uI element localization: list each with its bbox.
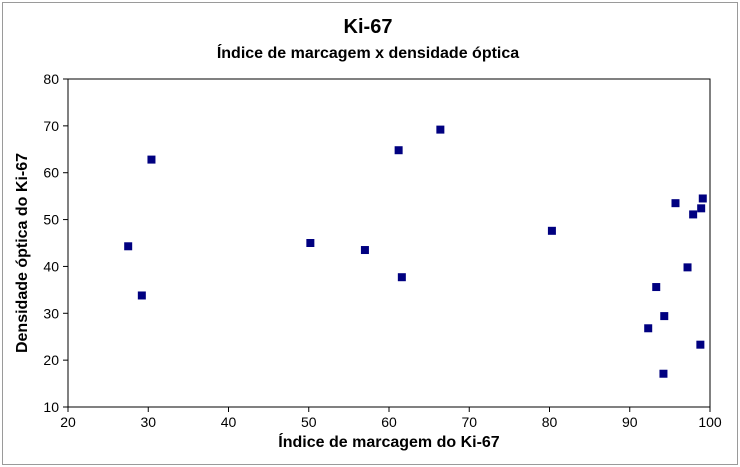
- y-axis: 10 20 30 40 50 60 70 80: [43, 71, 68, 415]
- chart-title: Ki-67: [344, 16, 393, 38]
- x-tick-label: 70: [461, 414, 477, 430]
- data-point: [124, 242, 133, 251]
- data-point: [660, 312, 669, 321]
- plot-area: [67, 78, 711, 408]
- data-point: [137, 291, 146, 300]
- x-axis: 20 30 40 50 60 70 80 90 100: [60, 407, 722, 430]
- y-tick-label: 80: [43, 71, 59, 87]
- y-tick-label: 40: [43, 258, 59, 274]
- x-tick-label: 30: [140, 414, 156, 430]
- data-point: [306, 239, 315, 247]
- scatter-chart: Ki-67 Índice de marcagem x densidade ópt…: [14, 16, 722, 451]
- data-point: [689, 210, 698, 219]
- data-point: [394, 146, 403, 155]
- x-tick-label: 60: [381, 414, 397, 430]
- y-tick-label: 20: [43, 352, 59, 368]
- data-point: [696, 340, 705, 349]
- data-point: [436, 125, 445, 134]
- x-tick-label: 80: [542, 414, 558, 430]
- data-point: [547, 226, 556, 235]
- data-point: [698, 194, 707, 203]
- data-point: [683, 263, 692, 272]
- x-axis-label: Índice de marcagem do Ki-67: [278, 432, 500, 451]
- x-tick-label: 90: [622, 414, 638, 430]
- y-tick-label: 30: [43, 305, 59, 321]
- data-point: [147, 155, 156, 164]
- data-point: [644, 324, 653, 333]
- data-point: [659, 369, 668, 378]
- x-tick-label: 40: [221, 414, 237, 430]
- data-point: [360, 246, 369, 255]
- x-tick-label: 20: [60, 414, 76, 430]
- chart-subtitle: Índice de marcagem x densidade óptica: [217, 43, 519, 62]
- y-tick-label: 10: [43, 399, 59, 415]
- data-point: [697, 204, 706, 213]
- x-tick-label: 50: [301, 414, 317, 430]
- y-axis-label: Densidade óptica do Ki-67: [14, 153, 31, 353]
- y-tick-label: 60: [43, 165, 59, 181]
- x-tick-label: 100: [698, 414, 722, 430]
- y-tick-label: 70: [43, 118, 59, 134]
- data-point: [671, 199, 680, 208]
- data-points: [124, 125, 707, 378]
- y-tick-label: 50: [43, 212, 59, 228]
- data-point: [397, 273, 406, 282]
- data-point: [652, 283, 661, 292]
